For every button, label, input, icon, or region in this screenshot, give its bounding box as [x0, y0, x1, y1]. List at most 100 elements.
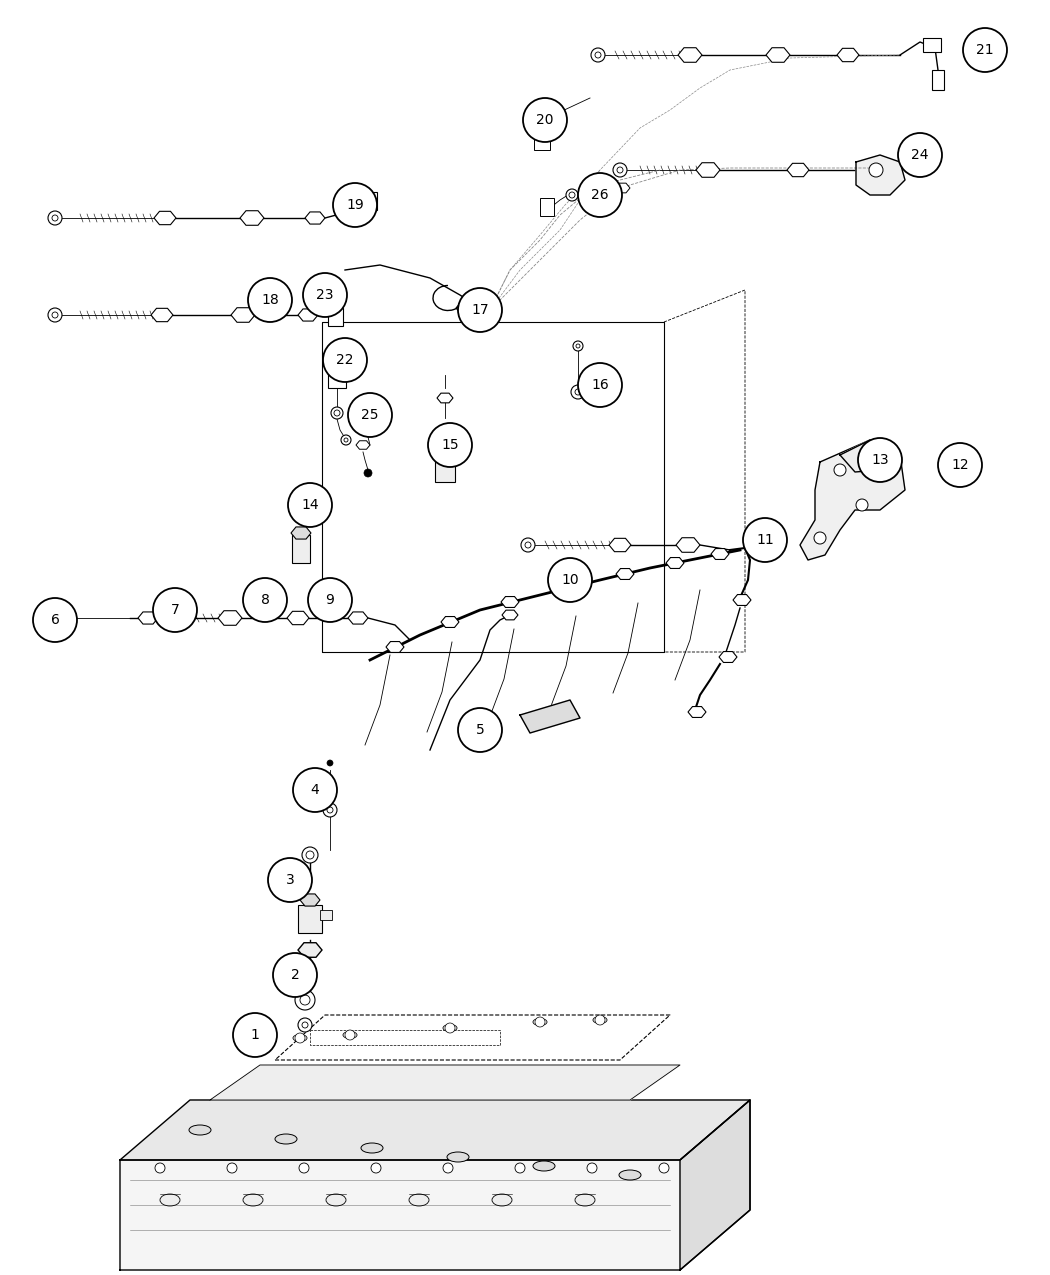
Polygon shape	[688, 706, 706, 718]
Circle shape	[49, 615, 55, 621]
Circle shape	[33, 598, 77, 643]
Bar	[540, 198, 554, 215]
Circle shape	[525, 542, 531, 548]
Circle shape	[288, 483, 332, 527]
Circle shape	[595, 52, 601, 57]
Polygon shape	[680, 1100, 750, 1270]
Circle shape	[963, 28, 1007, 71]
Circle shape	[348, 393, 392, 437]
Circle shape	[302, 1023, 308, 1028]
Polygon shape	[676, 538, 700, 552]
Text: 5: 5	[476, 723, 484, 737]
Bar	[932, 70, 944, 91]
Text: 6: 6	[50, 613, 60, 627]
Circle shape	[371, 1163, 381, 1173]
Polygon shape	[561, 581, 579, 593]
Circle shape	[327, 807, 333, 813]
Circle shape	[48, 210, 62, 224]
Ellipse shape	[492, 1193, 512, 1206]
Text: 21: 21	[976, 43, 993, 57]
Circle shape	[445, 1023, 455, 1033]
Circle shape	[834, 464, 846, 476]
Circle shape	[273, 952, 317, 997]
Circle shape	[591, 48, 605, 62]
Ellipse shape	[293, 1034, 307, 1042]
Ellipse shape	[593, 1016, 607, 1024]
Circle shape	[587, 1163, 597, 1173]
Circle shape	[300, 994, 310, 1005]
Circle shape	[293, 768, 337, 812]
Circle shape	[155, 1163, 165, 1173]
Polygon shape	[240, 210, 264, 226]
Polygon shape	[520, 700, 580, 733]
Bar	[534, 130, 550, 150]
Polygon shape	[151, 309, 173, 321]
Polygon shape	[719, 652, 737, 663]
Polygon shape	[138, 612, 158, 623]
Polygon shape	[154, 212, 176, 224]
Circle shape	[856, 499, 868, 511]
Bar	[322, 323, 664, 652]
Polygon shape	[231, 307, 255, 323]
Ellipse shape	[243, 1193, 262, 1206]
Polygon shape	[696, 163, 720, 177]
Text: 7: 7	[170, 603, 180, 617]
Polygon shape	[766, 47, 790, 62]
Ellipse shape	[361, 1142, 383, 1153]
Bar	[328, 309, 343, 326]
Ellipse shape	[326, 1193, 346, 1206]
Circle shape	[295, 1033, 304, 1043]
Text: 13: 13	[872, 453, 888, 467]
Polygon shape	[733, 594, 751, 606]
Circle shape	[344, 439, 348, 442]
Circle shape	[268, 858, 312, 901]
Circle shape	[569, 193, 575, 198]
Polygon shape	[356, 441, 370, 449]
Bar	[320, 910, 332, 921]
Ellipse shape	[447, 1153, 469, 1162]
Polygon shape	[386, 641, 404, 653]
Bar	[435, 450, 455, 482]
Text: 4: 4	[311, 783, 319, 797]
Polygon shape	[348, 612, 368, 623]
Text: 3: 3	[286, 873, 294, 887]
Bar	[292, 536, 310, 564]
Polygon shape	[304, 212, 326, 224]
Circle shape	[578, 363, 622, 407]
Ellipse shape	[189, 1125, 211, 1135]
Ellipse shape	[443, 1025, 457, 1031]
Circle shape	[428, 423, 472, 467]
Circle shape	[52, 215, 58, 221]
Circle shape	[523, 98, 567, 142]
Circle shape	[536, 1017, 545, 1026]
Polygon shape	[502, 611, 518, 620]
Circle shape	[548, 558, 592, 602]
Polygon shape	[837, 48, 859, 61]
Polygon shape	[287, 611, 309, 625]
Ellipse shape	[620, 1170, 640, 1179]
Polygon shape	[609, 538, 631, 552]
Circle shape	[323, 803, 337, 817]
Circle shape	[617, 167, 623, 173]
Circle shape	[595, 1015, 605, 1025]
Polygon shape	[800, 440, 905, 560]
Circle shape	[341, 435, 351, 445]
Text: 14: 14	[301, 499, 319, 513]
Ellipse shape	[533, 1162, 555, 1170]
Polygon shape	[666, 557, 684, 569]
Circle shape	[869, 163, 883, 177]
Circle shape	[858, 439, 902, 482]
Polygon shape	[210, 1065, 680, 1100]
Circle shape	[308, 578, 352, 622]
Circle shape	[153, 588, 197, 632]
Ellipse shape	[160, 1193, 180, 1206]
Polygon shape	[298, 942, 322, 958]
Circle shape	[743, 518, 788, 562]
Circle shape	[306, 850, 314, 859]
Polygon shape	[616, 569, 634, 579]
Ellipse shape	[533, 1019, 547, 1025]
Circle shape	[299, 1163, 309, 1173]
Text: 11: 11	[756, 533, 774, 547]
Circle shape	[233, 1014, 277, 1057]
Circle shape	[327, 760, 333, 766]
